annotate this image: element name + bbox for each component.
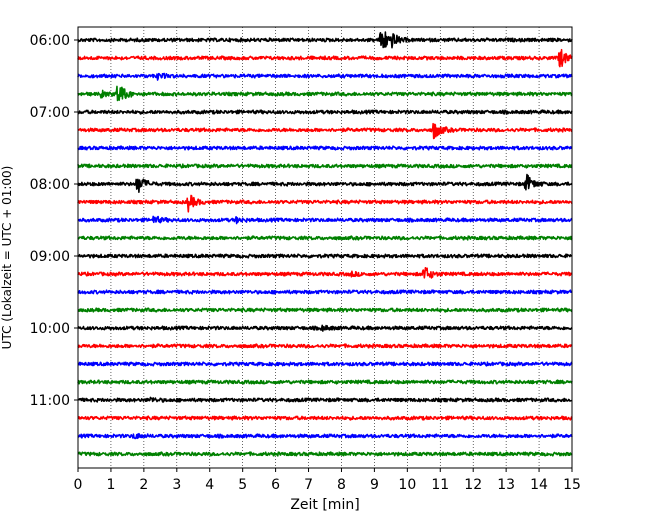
trace-layer xyxy=(77,31,573,457)
y-tick-label-11:00: 11:00 xyxy=(30,393,70,409)
x-tick-label-4: 4 xyxy=(205,477,214,493)
x-tick-label-10: 10 xyxy=(398,477,416,493)
y-tick-label-08:00: 08:00 xyxy=(30,177,70,193)
x-tick-label-3: 3 xyxy=(172,477,181,493)
x-tick-label-11: 11 xyxy=(431,477,449,493)
trace-1045 xyxy=(77,379,573,385)
trace-1030 xyxy=(77,361,573,367)
trace-0830 xyxy=(77,215,573,225)
trace-0630 xyxy=(77,72,573,81)
x-tick-label-8: 8 xyxy=(337,477,346,493)
x-axis-ticks: 0 1 2 3 4 5 6 7 8 9 10 11 12 13 14 15 xyxy=(74,468,581,493)
x-tick-label-15: 15 xyxy=(563,477,581,493)
trace-1145 xyxy=(77,451,573,457)
trace-0915 xyxy=(77,266,573,279)
trace-1130 xyxy=(77,432,573,440)
y-tick-label-07:00: 07:00 xyxy=(30,105,70,121)
trace-0815 xyxy=(77,194,573,213)
x-tick-label-13: 13 xyxy=(497,477,515,493)
trace-0745 xyxy=(77,163,573,169)
trace-1115 xyxy=(77,415,573,421)
x-tick-label-12: 12 xyxy=(464,477,482,493)
trace-0615 xyxy=(77,48,573,68)
x-tick-label-1: 1 xyxy=(106,477,115,493)
trace-0845 xyxy=(77,235,573,241)
trace-1015 xyxy=(77,343,573,349)
y-tick-label-06:00: 06:00 xyxy=(30,33,70,49)
trace-0945 xyxy=(77,307,573,313)
trace-0645 xyxy=(77,85,573,102)
y-tick-label-10:00: 10:00 xyxy=(30,321,70,337)
x-tick-label-6: 6 xyxy=(271,477,280,493)
trace-0730 xyxy=(77,145,573,151)
trace-0900 xyxy=(77,253,573,259)
trace-0715 xyxy=(77,122,573,140)
x-tick-label-7: 7 xyxy=(304,477,313,493)
trace-0800 xyxy=(77,173,573,194)
y-tick-label-09:00: 09:00 xyxy=(30,249,70,265)
trace-1000 xyxy=(77,324,573,332)
trace-0930 xyxy=(77,289,573,295)
trace-0700 xyxy=(77,109,573,115)
x-tick-label-9: 9 xyxy=(370,477,379,493)
plot-frame xyxy=(77,26,573,469)
trace-0600 xyxy=(77,31,573,49)
x-tick-label-14: 14 xyxy=(530,477,548,493)
x-axis-label: Zeit [min] xyxy=(290,497,359,513)
y-axis-label: UTC (Lokalzeit = UTC + 01:00) xyxy=(0,166,14,350)
x-tick-label-2: 2 xyxy=(139,477,148,493)
x-tick-label-5: 5 xyxy=(238,477,247,493)
y-axis-ticks: 06:00 07:00 08:00 09:00 10:00 11:00 xyxy=(30,33,78,409)
trace-1100 xyxy=(77,396,573,403)
x-tick-label-0: 0 xyxy=(74,477,83,493)
